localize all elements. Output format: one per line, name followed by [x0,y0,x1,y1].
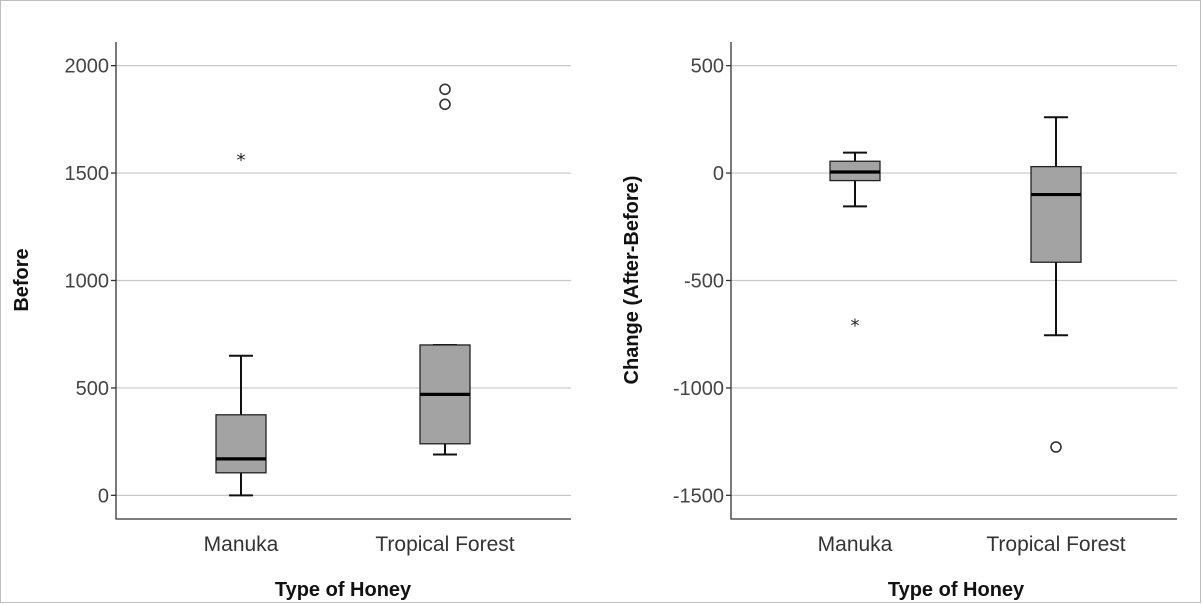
y-tick-label: 500 [76,378,109,400]
x-category-label: Manuka [818,533,893,556]
iqr-box [1030,165,1082,263]
box-manuka: * [215,150,267,497]
box-marks: * [215,83,471,497]
axis-lines [115,42,571,520]
y-tick-labels: 0 500 1000 1500 2000 [65,56,110,508]
y-tick-label: -1000 [673,378,724,400]
axis-lines [730,42,1177,520]
box-marks: * [829,116,1082,453]
axes [726,42,1177,520]
iqr-box [215,414,267,474]
y-tick-label: 1000 [65,271,110,293]
extreme-point: * [237,150,246,171]
box-tropical-forest [419,83,471,456]
panel-before: 0 500 1000 1500 2000 * Manuka Tropical Fores… [11,42,571,601]
x-category-label: Manuka [204,533,279,556]
y-tick-labels: 500 0 -500 -1000 -1500 [673,56,724,508]
x-category-label: Tropical Forest [986,533,1125,556]
extreme-point: * [851,315,860,336]
y-axis-title: Change (After-Before) [621,176,643,385]
x-axis-title: Type of Honey [888,579,1025,601]
y-tick-label: 1500 [65,163,110,185]
outlier-point [439,83,451,96]
panel-change: 500 0 -500 -1000 -1500 * Manuka Tropical For… [621,42,1177,601]
y-tick-label: 0 [98,485,109,507]
gridlines [731,65,1177,496]
box-tropical-forest [1030,116,1082,453]
x-axis-title: Type of Honey [275,579,412,601]
gridlines [116,65,571,496]
y-tick-label: -500 [684,271,724,293]
y-tick-label: 0 [713,163,724,185]
y-tick-label: 500 [691,56,724,78]
y-tick-label: -1500 [673,485,724,507]
outlier-point [439,98,451,111]
box-manuka: * [829,151,881,336]
x-category-label: Tropical Forest [375,533,514,556]
y-axis-title: Before [11,248,33,311]
y-tick-label: 2000 [65,56,110,78]
axes [111,42,571,520]
outlier-point [1050,441,1062,453]
